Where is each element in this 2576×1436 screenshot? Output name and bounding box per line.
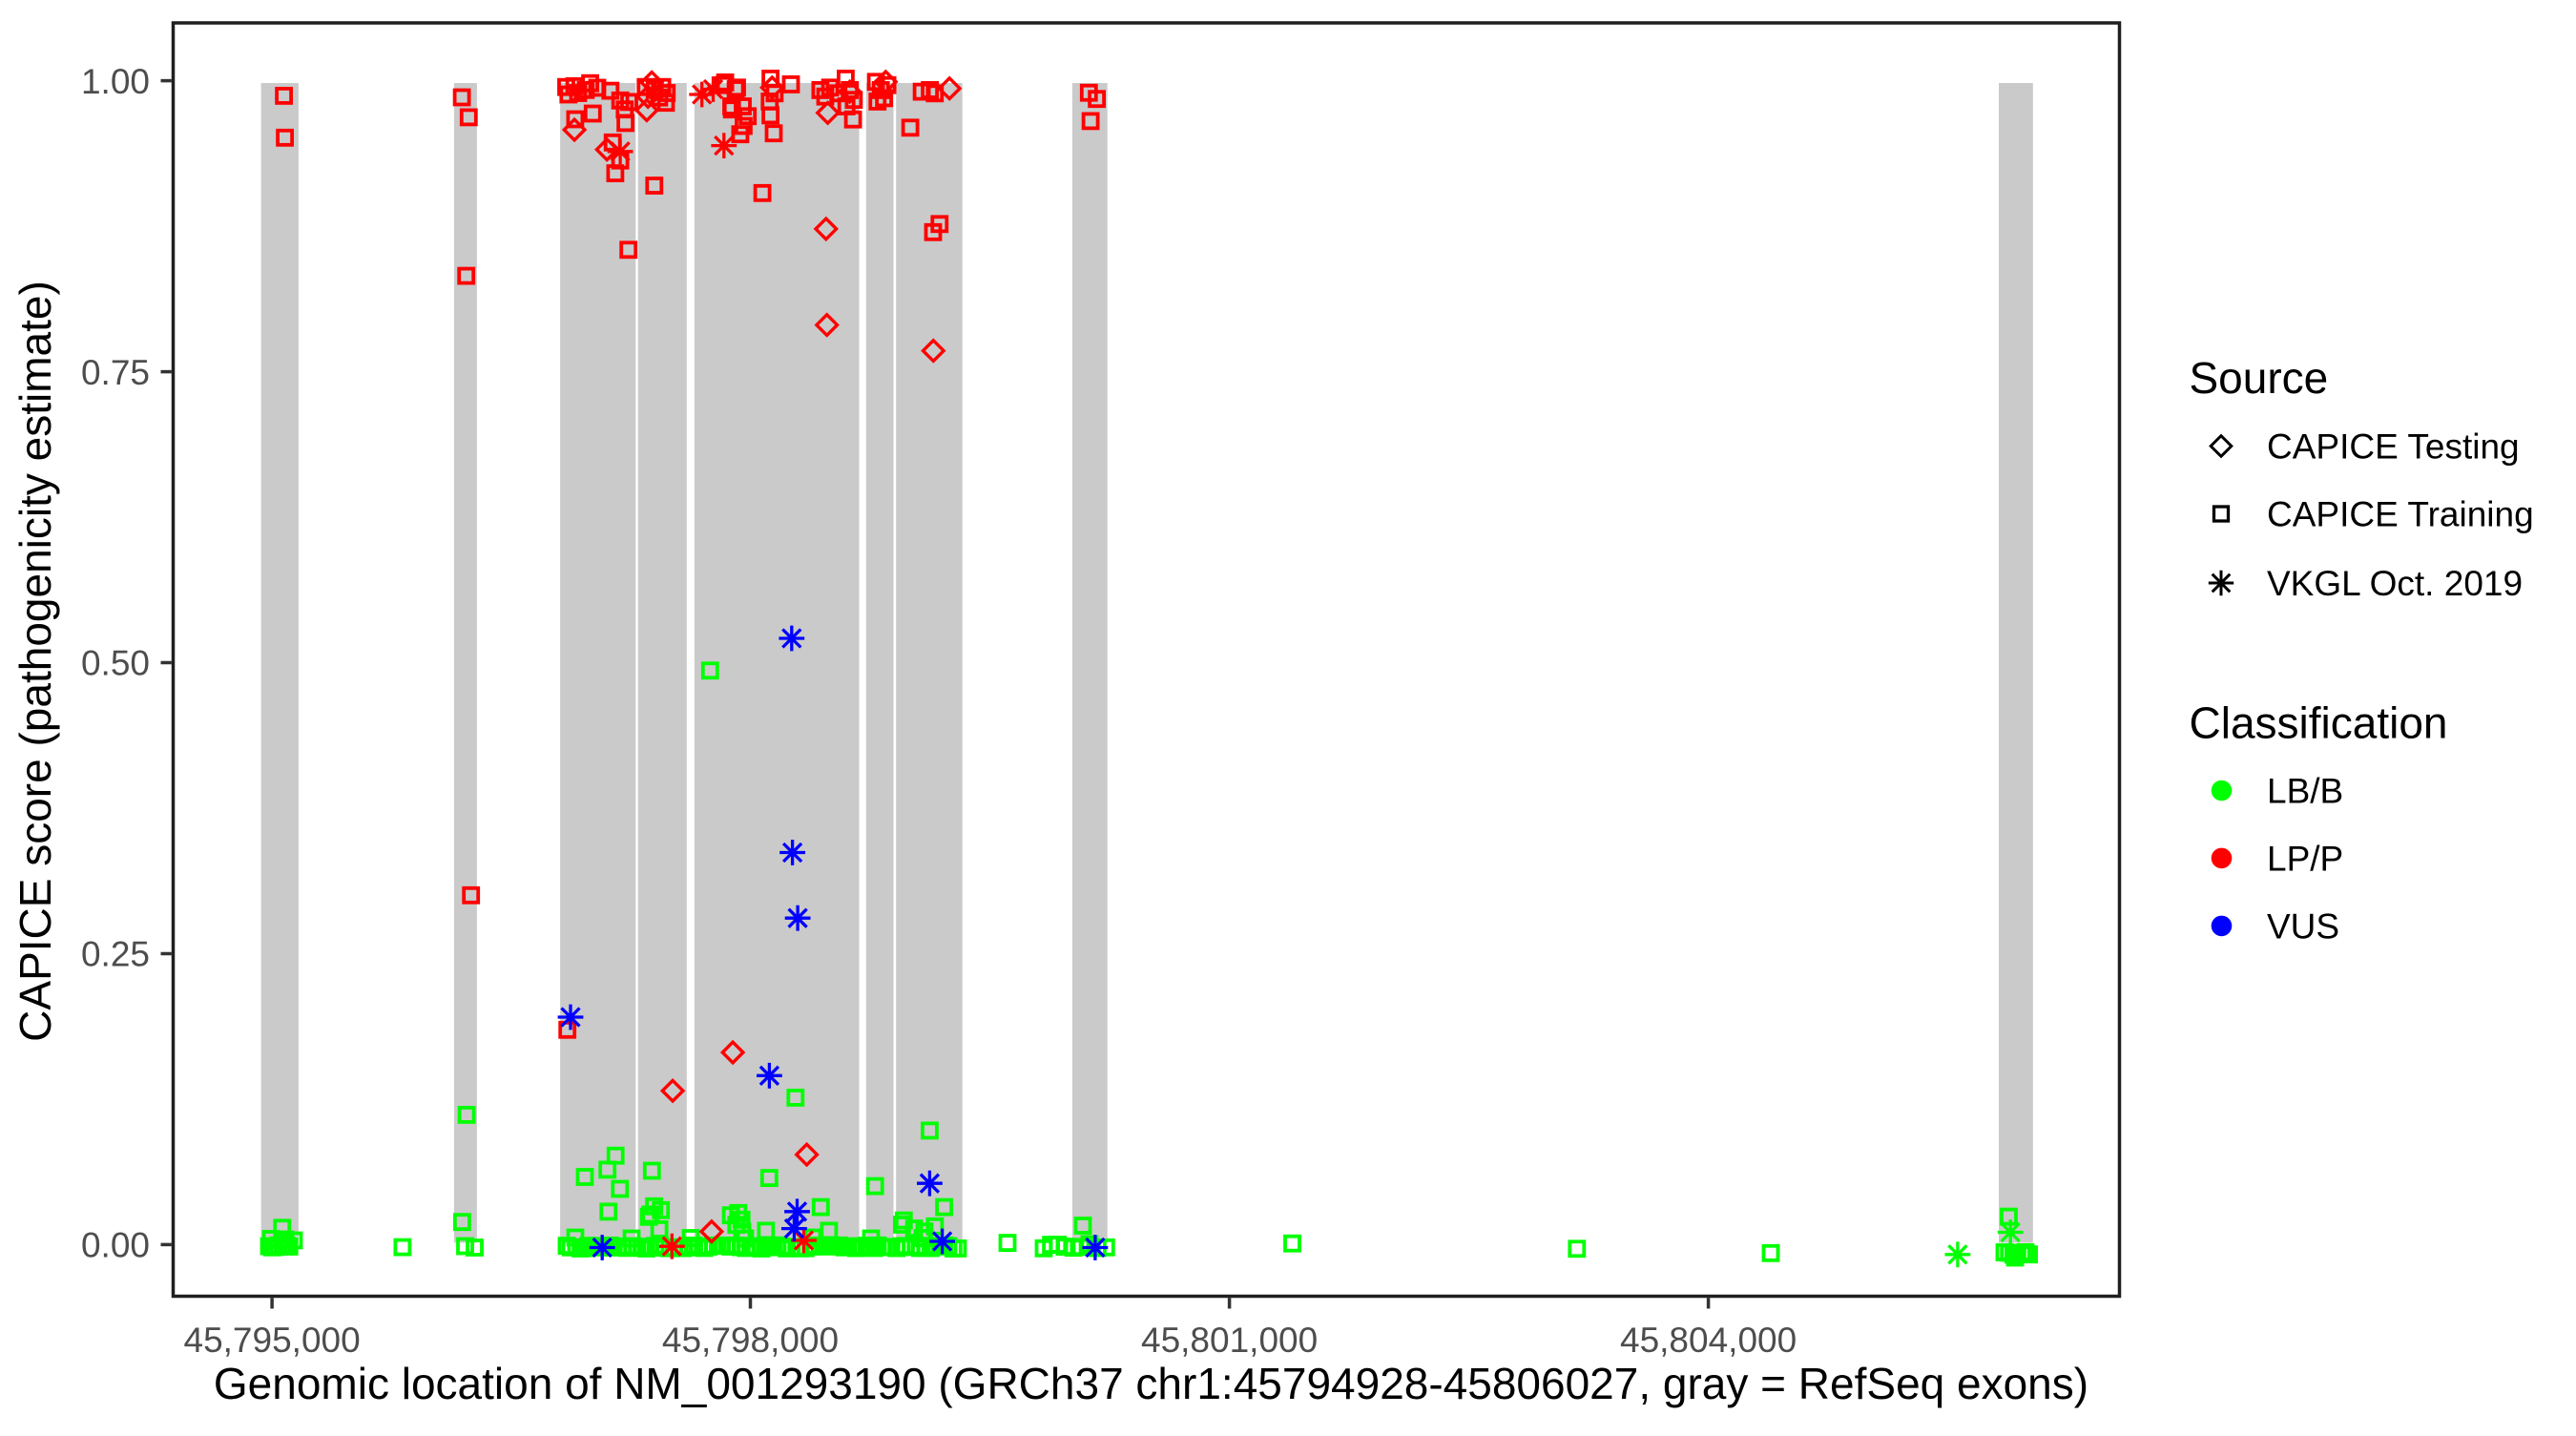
svg-text:45,804,000: 45,804,000 [1620, 1321, 1797, 1360]
svg-text:Genomic location of NM_0012931: Genomic location of NM_001293190 (GRCh37… [214, 1359, 2088, 1408]
svg-text:CAPICE score (pathogenicity es: CAPICE score (pathogenicity estimate) [10, 281, 60, 1042]
svg-text:Classification: Classification [2190, 698, 2448, 748]
svg-text:0.25: 0.25 [81, 935, 150, 974]
svg-text:0.50: 0.50 [81, 644, 150, 683]
svg-text:1.00: 1.00 [81, 62, 150, 101]
svg-text:Source: Source [2190, 353, 2329, 403]
svg-text:VUS: VUS [2267, 907, 2339, 947]
svg-text:0.75: 0.75 [81, 353, 150, 392]
svg-text:CAPICE Training: CAPICE Training [2267, 495, 2534, 534]
svg-text:LP/P: LP/P [2267, 840, 2343, 879]
svg-text:45,795,000: 45,795,000 [184, 1321, 361, 1360]
svg-text:45,798,000: 45,798,000 [662, 1321, 839, 1360]
svg-text:45,801,000: 45,801,000 [1141, 1321, 1318, 1360]
svg-text:LB/B: LB/B [2267, 772, 2343, 811]
svg-text:CAPICE Testing: CAPICE Testing [2267, 427, 2520, 467]
svg-text:VKGL Oct. 2019: VKGL Oct. 2019 [2267, 564, 2523, 603]
svg-text:0.00: 0.00 [81, 1226, 150, 1265]
